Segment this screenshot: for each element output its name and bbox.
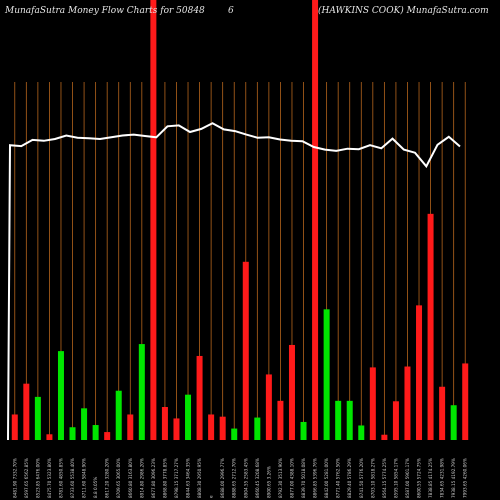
money-flow-bar — [450, 405, 457, 440]
x-tick-label: 7993.65 4260.06% — [463, 458, 468, 498]
chart-title-left: MunafaSutra Money Flow Charts for 50848 — [4, 6, 205, 16]
money-flow-bar — [150, 0, 157, 440]
x-tick-label: 8733.60 5538.40% — [70, 458, 75, 498]
money-flow-bar — [196, 355, 203, 440]
money-flow-bar — [323, 309, 330, 440]
x-tick-label: 8475.70 5323.80% — [47, 458, 52, 498]
x-tick-label: 8677.80 3096.23% — [151, 458, 156, 498]
money-flow-bar — [69, 427, 76, 440]
money-flow-bar — [242, 261, 249, 440]
x-tick-label: 8877.00 4388.10% — [289, 458, 294, 498]
x-tick-label: 8771.40 5762.50% — [336, 458, 341, 498]
money-flow-bar — [115, 390, 122, 440]
money-flow-bar — [439, 386, 446, 440]
money-flow-bar — [219, 416, 226, 440]
money-flow-bar — [254, 417, 261, 440]
money-flow-bar — [277, 400, 284, 440]
x-tick-label: 8709.65 3065.00% — [116, 458, 121, 498]
money-flow-bar — [369, 367, 376, 440]
x-tick-label: 8660.80 3163.80% — [128, 458, 133, 498]
x-tick-label: 8597.65 6562.85% — [24, 458, 29, 498]
money-flow-bar — [208, 414, 215, 440]
x-tick-labels: 8481.90 7332.70% 8597.65 6562.85% 8523.85 … — [12, 458, 467, 498]
money-flow-bar — [173, 418, 180, 440]
x-tick-label: 8808.30 2950.95% — [197, 458, 202, 498]
money-flow-bar — [404, 366, 411, 440]
money-flow-bar — [127, 414, 134, 440]
money-flow-bar — [161, 407, 168, 440]
money-flow-bar — [104, 432, 111, 440]
money-flow-bar — [34, 396, 41, 440]
money-flow-bar — [462, 363, 469, 440]
money-flow-bar — [427, 213, 434, 440]
x-tick-label: e — [209, 495, 214, 498]
x-tick-label: 8.8 0.05% — [93, 477, 98, 498]
x-tick-label: 8866.85 5396.76% — [313, 458, 318, 498]
x-tick-label: 8839.70 5018.08% — [301, 458, 306, 498]
money-flow-bar — [46, 434, 53, 440]
money-flow-bar — [11, 414, 18, 440]
x-tick-label: 8564.15 5774.25% — [382, 458, 387, 498]
money-flow-bar — [138, 344, 145, 440]
money-flow-bar — [265, 374, 272, 440]
money-flow-bar — [81, 408, 88, 440]
x-tick-label: 8481.90 7332.70% — [12, 458, 17, 498]
x-tick-label: 7838.85 4174.25% — [428, 458, 433, 498]
x-tick-label: 8829.40 5786.29% — [347, 458, 352, 498]
x-tick-label: 8595.10 5854.17% — [393, 458, 398, 498]
x-tick-label: 8868.80 3778.85% — [162, 458, 167, 498]
x-tick-label: 8600.55 5724.75% — [417, 458, 422, 498]
money-flow-bar — [231, 428, 238, 440]
x-tick-label: 8888.65 2712.70% — [232, 458, 237, 498]
money-flow-bar — [346, 400, 353, 440]
x-tick-label: 8914.80 2986.20% — [139, 458, 144, 498]
money-flow-bar — [185, 394, 192, 440]
x-tick-label: 8587.00 5901.17% — [405, 458, 410, 498]
money-flow-bar — [57, 351, 64, 440]
x-tick-label: 8900.65 3.26% — [266, 466, 271, 498]
money-flow-bar — [392, 401, 399, 440]
x-tick-label: 8660.45 3208.68% — [255, 458, 260, 498]
x-tick-label: 8904.55 2583.45% — [243, 458, 248, 498]
money-flow-bar — [312, 0, 319, 440]
money-flow-bar — [358, 425, 365, 440]
x-tick-label: 7938.15 4192.79% — [451, 458, 456, 498]
x-tick-label: 8688.00 2996.77% — [220, 458, 225, 498]
x-tick-label: 8703.10 5818.27% — [370, 458, 375, 498]
money-flow-bar — [416, 305, 423, 440]
money-flow-bar — [381, 434, 388, 440]
money-flow-line — [7, 122, 461, 441]
chart-title-right: (HAWKINS COOK) MunafaSutra.com — [318, 5, 489, 16]
bar-series — [11, 0, 469, 440]
money-flow-bar — [288, 344, 295, 440]
money-flow-bar — [335, 400, 342, 440]
x-tick-label: 8711.60 5848.90% — [82, 458, 87, 498]
x-tick-label: 8792.30 3513.90% — [278, 458, 283, 498]
money-flow-bar — [23, 383, 30, 440]
money-flow-bar — [300, 421, 307, 440]
money-flow-bar — [92, 425, 99, 440]
x-tick-label: 7834.65 4231.98% — [440, 458, 445, 498]
x-tick-label: 8741.50 5776.20% — [359, 458, 364, 498]
x-tick-label: 8617.20 3280.20% — [105, 458, 110, 498]
x-tick-label: 8842.00 5281.00% — [324, 458, 329, 498]
chart-title-middle: 6 — [228, 6, 234, 16]
x-tick-label: 8844.63 3464.35% — [186, 458, 191, 498]
x-tick-label: 8781.60 4850.85% — [58, 458, 63, 498]
x-tick-label: 8798.15 3717.27% — [174, 458, 179, 498]
x-tick-label: 8523.85 6476.00% — [35, 458, 40, 498]
